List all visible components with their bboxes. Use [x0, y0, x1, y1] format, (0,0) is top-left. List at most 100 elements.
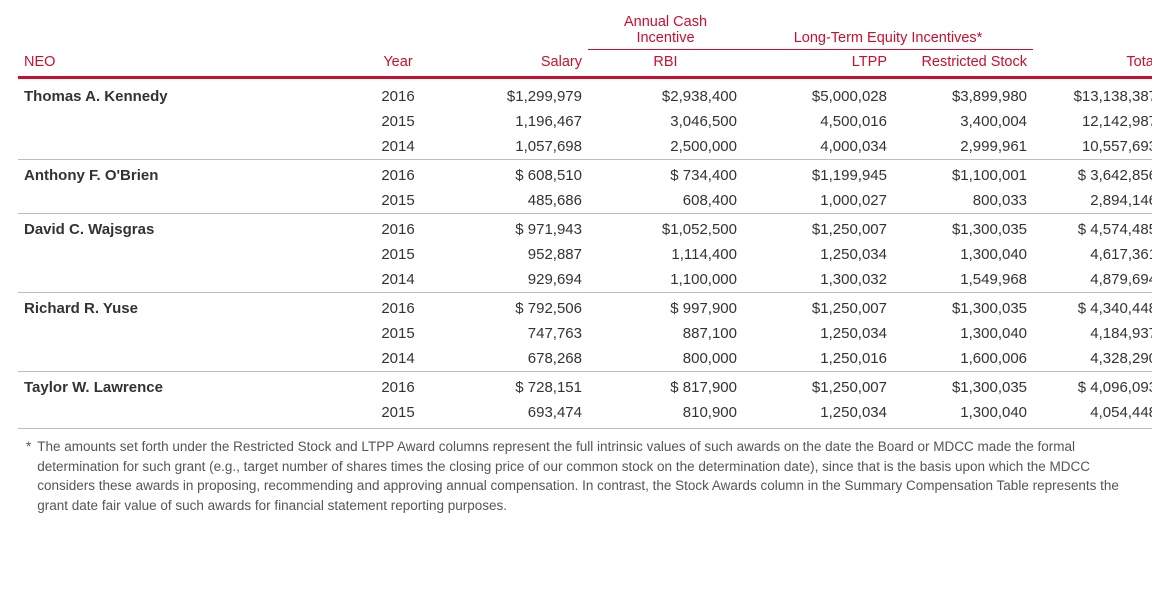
restricted-stock-cell: 1,600,006 — [893, 346, 1033, 372]
total-cell: $ 3,642,856 — [1033, 160, 1152, 189]
rbi-cell: 1,100,000 — [588, 267, 743, 293]
neo-name — [18, 400, 358, 429]
year-cell: 2016 — [358, 293, 438, 322]
neo-name — [18, 188, 358, 214]
ltpp-cell: 4,000,034 — [743, 134, 893, 160]
neo-name: Thomas A. Kennedy — [18, 78, 358, 110]
year-cell: 2015 — [358, 242, 438, 267]
header-rbi: RBI — [588, 50, 743, 78]
year-cell: 2015 — [358, 188, 438, 214]
restricted-stock-cell: 1,549,968 — [893, 267, 1033, 293]
neo-name: Anthony F. O'Brien — [18, 160, 358, 189]
rbi-cell: $ 734,400 — [588, 160, 743, 189]
ltpp-cell: 1,250,034 — [743, 242, 893, 267]
year-cell: 2016 — [358, 78, 438, 110]
table-row: 2015747,763887,1001,250,0341,300,0404,18… — [18, 321, 1152, 346]
neo-name — [18, 346, 358, 372]
total-cell: $13,138,387 — [1033, 78, 1152, 110]
ltpp-cell: $1,250,007 — [743, 293, 893, 322]
table-row: 20141,057,6982,500,0004,000,0342,999,961… — [18, 134, 1152, 160]
neo-name: David C. Wajsgras — [18, 214, 358, 243]
rbi-cell: 887,100 — [588, 321, 743, 346]
salary-cell: 952,887 — [438, 242, 588, 267]
rbi-cell: 2,500,000 — [588, 134, 743, 160]
table-row: 2015693,474810,9001,250,0341,300,0404,05… — [18, 400, 1152, 429]
neo-name — [18, 242, 358, 267]
neo-name — [18, 134, 358, 160]
rbi-cell: 608,400 — [588, 188, 743, 214]
ltpp-cell: $1,199,945 — [743, 160, 893, 189]
salary-cell: $1,299,979 — [438, 78, 588, 110]
table-row: Taylor W. Lawrence2016$ 728,151$ 817,900… — [18, 372, 1152, 401]
salary-cell: 1,196,467 — [438, 109, 588, 134]
restricted-stock-cell: 1,300,040 — [893, 321, 1033, 346]
restricted-stock-cell: 800,033 — [893, 188, 1033, 214]
header-salary: Salary — [438, 50, 588, 78]
table-row: Thomas A. Kennedy2016$1,299,979$2,938,40… — [18, 78, 1152, 110]
ltpp-cell: 1,000,027 — [743, 188, 893, 214]
table-row: Anthony F. O'Brien2016$ 608,510$ 734,400… — [18, 160, 1152, 189]
restricted-stock-cell: $1,300,035 — [893, 372, 1033, 401]
table-row: 2015952,8871,114,4001,250,0341,300,0404,… — [18, 242, 1152, 267]
total-cell: 2,894,146 — [1033, 188, 1152, 214]
total-cell: 12,142,987 — [1033, 109, 1152, 134]
header-super-long-term-marker: * — [977, 30, 983, 46]
compensation-table-body: Thomas A. Kennedy2016$1,299,979$2,938,40… — [18, 78, 1152, 429]
header-super-long-term-label: Long-Term Equity Incentives — [794, 30, 977, 46]
ltpp-cell: 4,500,016 — [743, 109, 893, 134]
header-neo: NEO — [18, 50, 358, 78]
table-row: Richard R. Yuse2016$ 792,506$ 997,900$1,… — [18, 293, 1152, 322]
table-row: 2014678,268800,0001,250,0161,600,0064,32… — [18, 346, 1152, 372]
restricted-stock-cell: 2,999,961 — [893, 134, 1033, 160]
ltpp-cell: 1,250,016 — [743, 346, 893, 372]
header-ltpp: LTPP — [743, 50, 893, 78]
rbi-cell: $1,052,500 — [588, 214, 743, 243]
neo-name — [18, 267, 358, 293]
compensation-table-container: Annual Cash Incentive Long-Term Equity I… — [0, 0, 1152, 523]
year-cell: 2015 — [358, 400, 438, 429]
total-cell: $ 4,574,485 — [1033, 214, 1152, 243]
neo-name: Richard R. Yuse — [18, 293, 358, 322]
salary-cell: 678,268 — [438, 346, 588, 372]
neo-name: Taylor W. Lawrence — [18, 372, 358, 401]
total-cell: 4,879,694 — [1033, 267, 1152, 293]
year-cell: 2016 — [358, 160, 438, 189]
ltpp-cell: 1,250,034 — [743, 400, 893, 429]
salary-cell: 485,686 — [438, 188, 588, 214]
ltpp-cell: $5,000,028 — [743, 78, 893, 110]
rbi-cell: $2,938,400 — [588, 78, 743, 110]
header-restricted: Restricted Stock — [893, 50, 1033, 78]
ltpp-cell: 1,250,034 — [743, 321, 893, 346]
salary-cell: 929,694 — [438, 267, 588, 293]
ltpp-cell: $1,250,007 — [743, 214, 893, 243]
compensation-table: Annual Cash Incentive Long-Term Equity I… — [18, 10, 1152, 429]
year-cell: 2014 — [358, 267, 438, 293]
salary-cell: 1,057,698 — [438, 134, 588, 160]
table-row: 2014929,6941,100,0001,300,0321,549,9684,… — [18, 267, 1152, 293]
total-cell: $ 4,096,093 — [1033, 372, 1152, 401]
header-super-annual-cash: Annual Cash Incentive — [588, 10, 743, 50]
total-cell: $ 4,340,448 — [1033, 293, 1152, 322]
ltpp-cell: 1,300,032 — [743, 267, 893, 293]
header-total: Total — [1033, 50, 1152, 78]
neo-name — [18, 321, 358, 346]
restricted-stock-cell: 1,300,040 — [893, 242, 1033, 267]
rbi-cell: 1,114,400 — [588, 242, 743, 267]
rbi-cell: 810,900 — [588, 400, 743, 429]
restricted-stock-cell: $3,899,980 — [893, 78, 1033, 110]
neo-name — [18, 109, 358, 134]
total-cell: 4,617,361 — [1033, 242, 1152, 267]
total-cell: 10,557,693 — [1033, 134, 1152, 160]
total-cell: 4,184,937 — [1033, 321, 1152, 346]
salary-cell: $ 608,510 — [438, 160, 588, 189]
restricted-stock-cell: $1,100,001 — [893, 160, 1033, 189]
restricted-stock-cell: $1,300,035 — [893, 293, 1033, 322]
year-cell: 2016 — [358, 372, 438, 401]
restricted-stock-cell: 1,300,040 — [893, 400, 1033, 429]
rbi-cell: 800,000 — [588, 346, 743, 372]
footnote-text: The amounts set forth under the Restrict… — [37, 437, 1130, 515]
salary-cell: $ 971,943 — [438, 214, 588, 243]
rbi-cell: 3,046,500 — [588, 109, 743, 134]
table-row: 20151,196,4673,046,5004,500,0163,400,004… — [18, 109, 1152, 134]
salary-cell: 747,763 — [438, 321, 588, 346]
